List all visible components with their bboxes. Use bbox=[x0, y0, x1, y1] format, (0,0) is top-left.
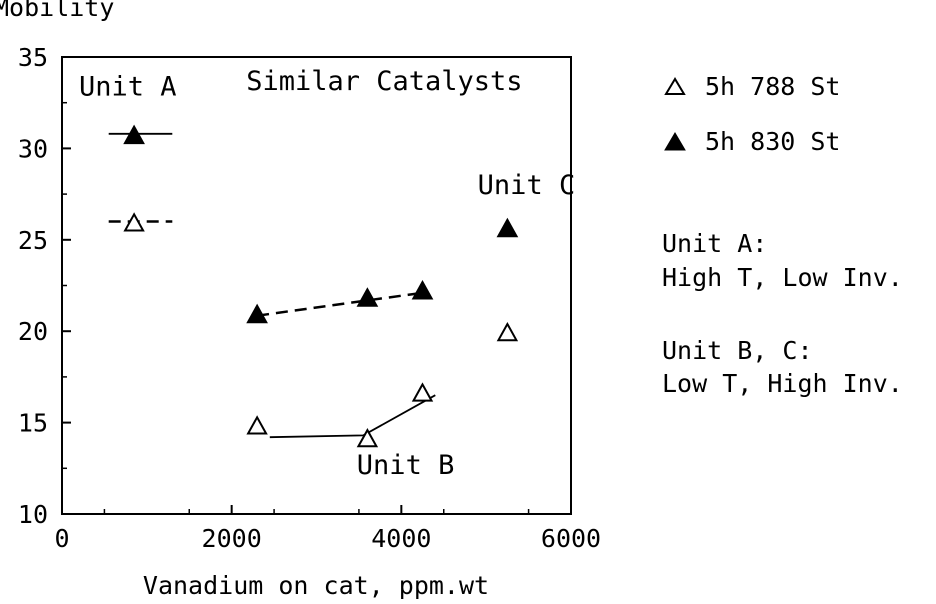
open-triangle-icon bbox=[664, 77, 686, 95]
x-tick-label: 4000 bbox=[371, 524, 431, 553]
y-tick-label: 25 bbox=[18, 226, 48, 255]
unit-notes: Unit A: High T, Low Inv. Unit B, C: Low … bbox=[662, 229, 903, 398]
data-point-830 bbox=[496, 217, 519, 238]
annotation-label: Unit B bbox=[357, 450, 455, 481]
note-unit-bc-title: Unit B, C: bbox=[662, 336, 813, 365]
annotation-label: Unit C bbox=[478, 170, 576, 201]
data-point-830 bbox=[246, 303, 268, 324]
note-unit-a-text: High T, Low Inv. bbox=[662, 263, 903, 292]
plot-frame bbox=[61, 56, 572, 515]
data-point-788 bbox=[246, 415, 268, 435]
legend-item-830: 5h 830 St bbox=[664, 127, 840, 156]
filled-triangle-icon bbox=[664, 132, 686, 151]
y-tick-label: 15 bbox=[18, 409, 48, 438]
y-axis: 10 15 20 25 30 35 bbox=[18, 43, 71, 529]
legend-item-788: 5h 788 St bbox=[664, 72, 840, 101]
legend: 5h 788 St 5h 830 St bbox=[664, 72, 840, 156]
x-tick-label: 2000 bbox=[202, 524, 262, 553]
y-tick-label: 35 bbox=[18, 43, 48, 72]
x-axis-title: Vanadium on cat, ppm.wt bbox=[143, 571, 489, 600]
data-markers bbox=[123, 124, 519, 448]
y-axis-title: Mobility bbox=[0, 0, 114, 22]
trend-lines bbox=[108, 132, 436, 439]
note-unit-a-title: Unit A: bbox=[662, 229, 767, 258]
plot-annotations: Unit A Similar Catalysts Unit C Unit B bbox=[79, 66, 575, 481]
y-tick-label: 20 bbox=[18, 317, 48, 346]
data-point-830 bbox=[356, 287, 379, 307]
legend-label-830: 5h 830 St bbox=[705, 127, 840, 156]
legend-label-788: 5h 788 St bbox=[705, 72, 840, 101]
data-point-788 bbox=[123, 212, 145, 232]
y-tick-label: 10 bbox=[18, 500, 48, 529]
dashed-trend-line bbox=[256, 291, 423, 317]
note-unit-bc-text: Low T, High Inv. bbox=[662, 369, 903, 398]
y-tick-label: 30 bbox=[18, 134, 48, 163]
annotation-label: Unit A bbox=[79, 71, 177, 102]
annotation-label: Similar Catalysts bbox=[246, 66, 522, 97]
x-tick-label: 6000 bbox=[541, 524, 601, 553]
solid-trend-line bbox=[269, 394, 436, 439]
data-point-830 bbox=[123, 124, 145, 145]
data-point-788 bbox=[411, 382, 434, 402]
data-point-788 bbox=[356, 428, 379, 448]
data-point-830 bbox=[411, 279, 434, 300]
x-tick-label: 0 bbox=[54, 524, 69, 553]
data-point-788 bbox=[496, 321, 519, 342]
x-axis: 0 2000 4000 6000 bbox=[54, 505, 601, 553]
